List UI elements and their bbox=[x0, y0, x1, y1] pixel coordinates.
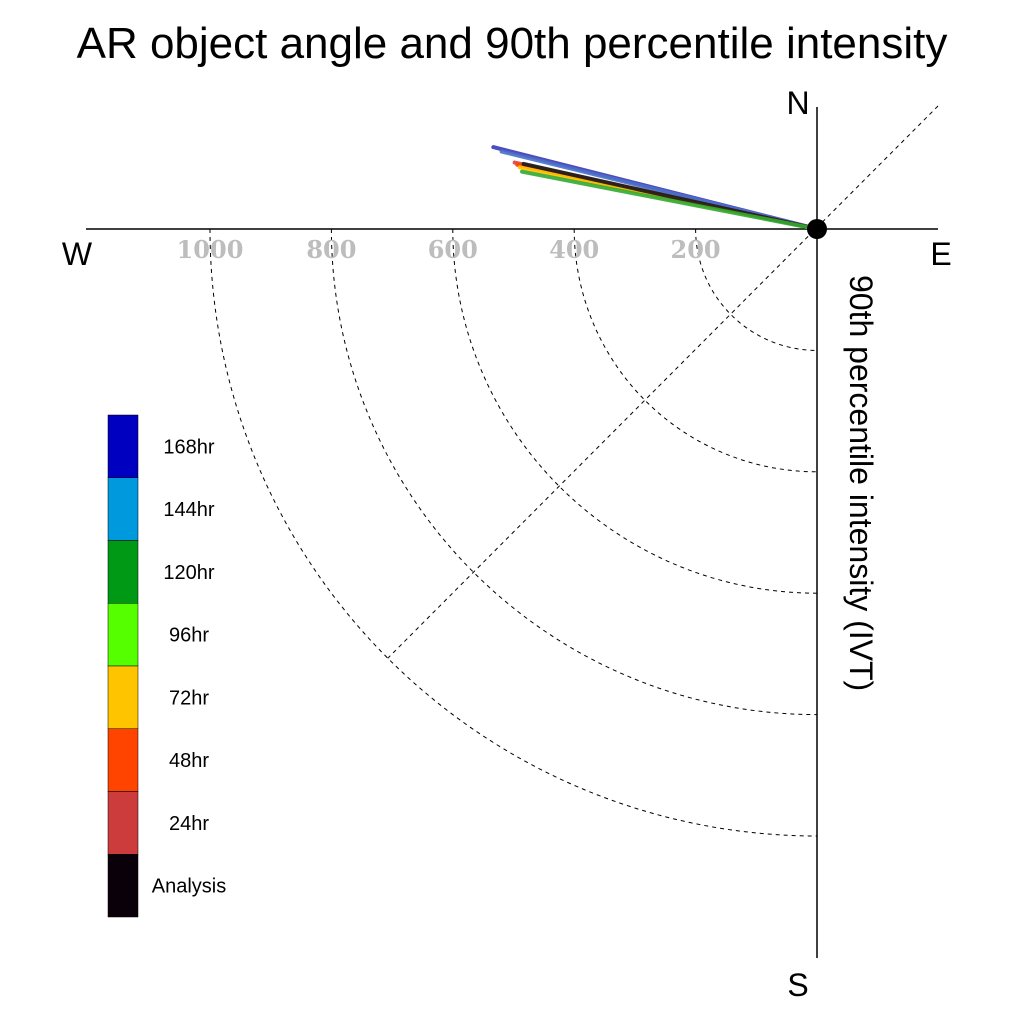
legend-swatch-144hr bbox=[107, 477, 139, 541]
polar-grid bbox=[209, 105, 939, 837]
tick-label-200: 200 bbox=[671, 235, 721, 264]
chart-title: AR object angle and 90th percentile inte… bbox=[77, 19, 948, 68]
legend-swatch-48hr bbox=[107, 728, 139, 792]
y-axis-label: 90th percentile intensity (IVT) bbox=[843, 275, 879, 691]
legend-swatch-120hr bbox=[107, 540, 139, 604]
grid-ring-5 bbox=[209, 228, 818, 837]
legend-swatch-24hr bbox=[107, 791, 139, 855]
tick-label-600: 600 bbox=[428, 235, 478, 264]
origin-point bbox=[807, 219, 827, 239]
legend-label-168hr: 168hr bbox=[163, 436, 214, 458]
tick-label-400: 400 bbox=[549, 235, 599, 264]
legend-swatch-analysis bbox=[107, 854, 139, 918]
legend-label-144hr: 144hr bbox=[163, 499, 214, 521]
compass-west: W bbox=[62, 236, 93, 272]
series-line-120hr bbox=[520, 169, 819, 231]
tick-label-1000: 1000 bbox=[177, 235, 244, 264]
radial-tick-labels: 1000 800 600 400 200 bbox=[177, 235, 721, 264]
legend-label-120hr: 120hr bbox=[163, 562, 214, 584]
legend-swatch-72hr bbox=[107, 665, 139, 729]
grid-ring-1 bbox=[695, 228, 818, 351]
series-lines bbox=[491, 145, 819, 231]
legend-label-96hr: 96hr bbox=[169, 625, 209, 647]
legend: 168hr 144hr 120hr 96hr 72hr 48hr 24hr Analysis bbox=[107, 414, 226, 918]
legend-label-analysis: Analysis bbox=[152, 876, 226, 898]
legend-label-48hr: 48hr bbox=[169, 750, 209, 772]
compass-north: N bbox=[786, 85, 809, 121]
grid-diagonal bbox=[387, 105, 939, 659]
tick-label-800: 800 bbox=[306, 235, 356, 264]
compass-east: E bbox=[930, 236, 951, 272]
legend-label-24hr: 24hr bbox=[169, 813, 209, 835]
legend-label-72hr: 72hr bbox=[169, 687, 209, 709]
grid-ring-4 bbox=[330, 228, 818, 716]
compass-south: S bbox=[787, 967, 808, 1003]
legend-swatch-96hr bbox=[107, 603, 139, 667]
legend-swatch-168hr bbox=[107, 414, 139, 478]
grid-ring-2 bbox=[573, 228, 818, 473]
